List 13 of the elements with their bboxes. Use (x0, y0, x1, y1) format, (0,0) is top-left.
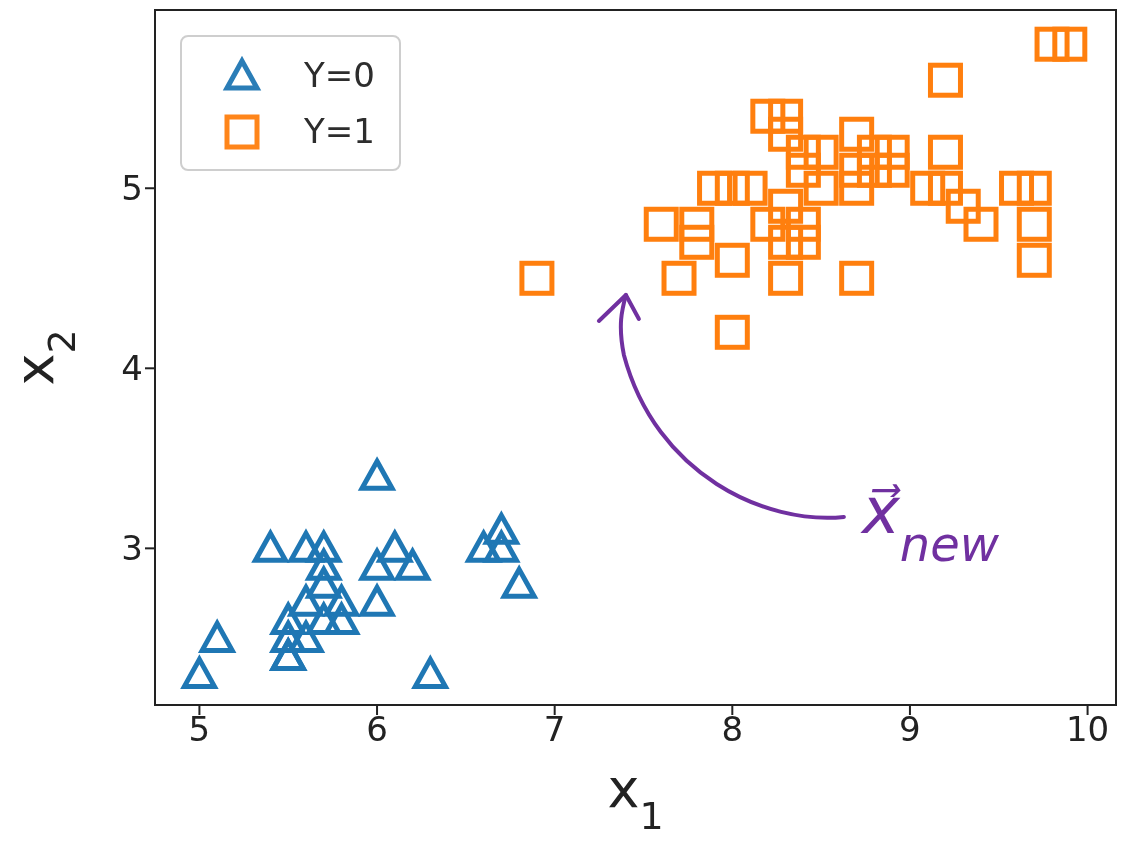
x-tick-label: 8 (721, 709, 744, 750)
y-tick-label: 3 (121, 528, 143, 569)
y-tick-label: 4 (121, 348, 143, 389)
y-tick-label: 5 (121, 168, 143, 209)
x-axis-title: x$_{1}$ (607, 757, 664, 838)
legend-label: Y=1 (304, 111, 375, 151)
x-tick-label: 5 (188, 709, 211, 750)
legend-label: Y=0 (304, 55, 375, 95)
x-tick-label: 7 (543, 709, 566, 750)
x-tick-label: 9 (899, 709, 921, 750)
x-tick-label: 6 (366, 709, 388, 750)
x-tick-label: 10 (1065, 709, 1110, 750)
annotation: x⃗$_{new}$ (859, 473, 1000, 572)
